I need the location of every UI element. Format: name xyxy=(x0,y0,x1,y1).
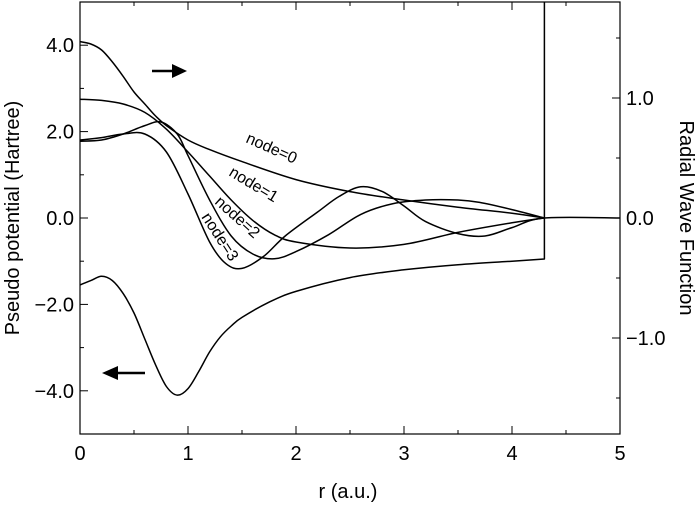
series-line-3 xyxy=(79,120,545,260)
y-right-tick-label: 0.0 xyxy=(626,208,654,230)
node-label-1: node=1 xyxy=(226,164,281,206)
tick-labels: 0 1 2 3 4 5 4.0 2.0 0.0 −2.0 −4.0 1.0 0.0 −1.0 xyxy=(35,35,666,465)
series-line-1 xyxy=(79,40,545,219)
series-line-4 xyxy=(79,131,621,270)
x-tick-label: 5 xyxy=(614,443,625,465)
curves xyxy=(79,2,621,396)
y-axis-right-label: Radial Wave Function xyxy=(675,121,697,316)
y-left-tick-label: −4.0 xyxy=(35,381,74,403)
y-left-tick-label: −2.0 xyxy=(35,294,74,316)
x-tick-label: 4 xyxy=(506,443,517,465)
y-right-tick-label: 1.0 xyxy=(626,88,654,110)
x-tick-label: 0 xyxy=(74,443,85,465)
series-line-2 xyxy=(79,98,545,249)
x-tick-label: 3 xyxy=(398,443,409,465)
y-left-tick-label: 2.0 xyxy=(46,122,74,144)
right-arrow-icon xyxy=(172,64,187,78)
x-tick-label: 2 xyxy=(290,443,301,465)
left-arrow-icon xyxy=(102,366,118,380)
node-label-0: node=0 xyxy=(243,130,299,167)
y-axis-left-label: Pseudo potential (Hartree) xyxy=(2,101,24,336)
y-right-tick-label: −1.0 xyxy=(626,328,665,350)
y-left-tick-label: 0.0 xyxy=(46,208,74,230)
x-tick-label: 1 xyxy=(182,443,193,465)
y-left-tick-label: 4.0 xyxy=(46,35,74,57)
x-axis-label: r (a.u.) xyxy=(319,481,378,503)
series-line-0 xyxy=(79,2,546,396)
